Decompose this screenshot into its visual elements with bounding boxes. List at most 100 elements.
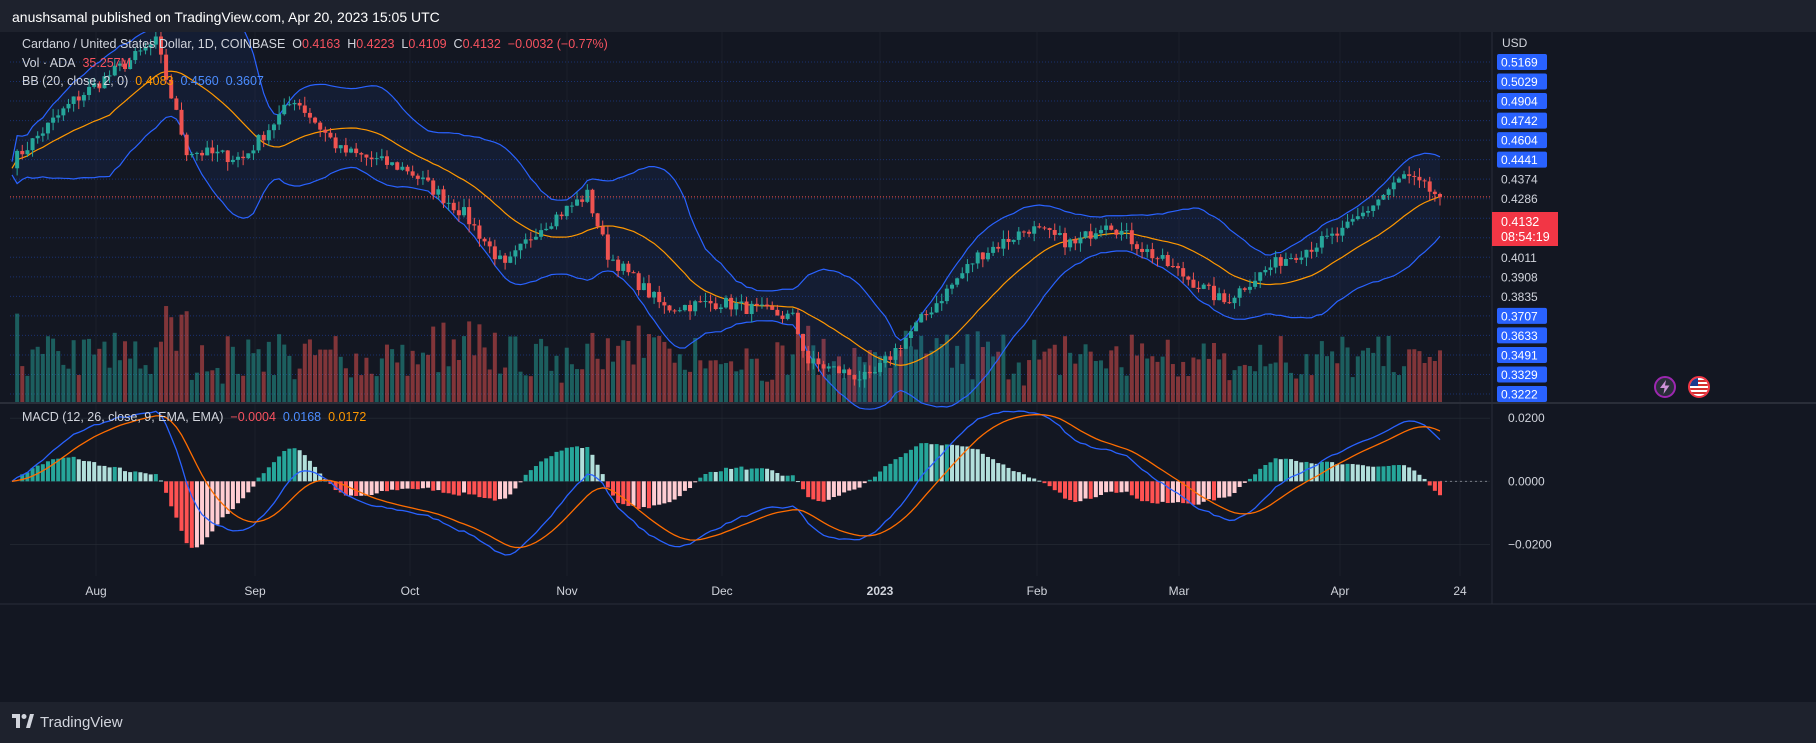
candle-body (667, 305, 672, 311)
volume-bar (950, 367, 955, 402)
volume-bar (76, 374, 81, 402)
bb-lower-line (11, 115, 1441, 410)
volume-bar (40, 353, 45, 402)
candle-body (1340, 227, 1345, 236)
volume-bar (1427, 356, 1432, 402)
volume-bar (698, 360, 703, 402)
candle-body (343, 145, 348, 153)
volume-bar (1211, 342, 1216, 402)
macd-hist-bar (662, 481, 667, 504)
candle-body (713, 303, 718, 310)
macd-hist-bar (503, 481, 508, 499)
candle-body (1294, 258, 1299, 260)
volume-bar (1314, 354, 1319, 402)
candle-body (15, 150, 20, 169)
candle-body (1042, 227, 1047, 229)
macd-hist-bar (1211, 481, 1216, 501)
candles (15, 28, 1442, 388)
volume-bar (169, 317, 174, 402)
volume-bar (641, 357, 646, 402)
volume-bar (277, 334, 282, 402)
candle-body (1016, 231, 1021, 240)
volume-bar (1396, 375, 1401, 402)
volume-bar (1309, 375, 1314, 402)
macd-hist-bar (1278, 459, 1283, 482)
candle-body (1109, 225, 1114, 230)
macd-hist-bar (996, 463, 1001, 482)
macd-hist-bar (775, 473, 780, 482)
volume-bar (266, 341, 271, 402)
candle-body (184, 134, 189, 156)
macd-hist-bar (1386, 465, 1391, 482)
volume-bar (734, 371, 739, 402)
candle-body (174, 98, 179, 110)
chart-area[interactable]: 0.5169 0.5029 0.4904 0.4742 0.4604 0.4441 0.43… (0, 0, 1816, 702)
volume-bar (297, 368, 302, 402)
macd-hist-bar (1057, 481, 1062, 493)
volume-bar (349, 377, 354, 402)
macd-hist-bar (980, 453, 985, 482)
candle-body (446, 202, 451, 204)
volume-bar (646, 334, 651, 402)
volume-bar (1438, 350, 1442, 402)
volume-bar (816, 374, 821, 402)
candle-body (287, 104, 292, 106)
candle-body (1304, 249, 1309, 258)
us-flag-icon[interactable] (1688, 376, 1710, 398)
macd-hist-bar (1309, 463, 1314, 482)
macd-hist-bar (164, 481, 169, 493)
candle-body (1047, 228, 1052, 231)
candle-body (1319, 236, 1324, 248)
bb-label: BB (20, close, 2, 0) (22, 74, 129, 88)
macd-hist-bar (1232, 481, 1237, 493)
candle-body (688, 304, 693, 312)
volume-bar (174, 350, 179, 402)
volume-label: Vol · ADA (22, 56, 76, 70)
volume-bar (328, 349, 333, 402)
candle-body (965, 264, 970, 274)
macd-hist-bar (1134, 481, 1139, 499)
candle-body (1314, 247, 1319, 252)
macd-hist-bar (585, 447, 590, 482)
volume-bar (1073, 363, 1078, 402)
volume-bar (410, 350, 415, 402)
candle-body (487, 241, 492, 247)
volume-bar (508, 336, 513, 402)
chart-canvas[interactable]: 0.5169 0.5029 0.4904 0.4742 0.4604 0.4441 0.43… (0, 0, 1816, 702)
price-tick-label: 0.4604 (1501, 134, 1538, 148)
candle-body (652, 291, 657, 298)
volume-bar (1083, 344, 1088, 402)
candle-body (102, 76, 107, 89)
volume-bar (533, 343, 538, 402)
change-value: −0.0032 (−0.77%) (507, 37, 608, 51)
candle-body (944, 288, 949, 302)
macd-hist-bar (117, 467, 122, 482)
high-label: H (347, 37, 357, 51)
macd-hist-bar (734, 467, 739, 482)
macd-hist-bar (893, 459, 898, 482)
macd-hist-bar (241, 481, 246, 499)
candle-body (20, 150, 25, 155)
macd-hist-bar (816, 481, 821, 502)
volume-bar (261, 371, 266, 402)
volume-bar (1206, 358, 1211, 402)
volume-bar (1237, 366, 1242, 402)
candle-body (1391, 182, 1396, 190)
brand-name: TradingView (40, 714, 123, 731)
macd-hist-bar (359, 481, 364, 496)
candle-body (914, 322, 919, 332)
lightning-icon[interactable] (1654, 376, 1676, 398)
candle-body (251, 150, 256, 154)
macd-hist-bar (1299, 462, 1304, 482)
volume-bar (1129, 334, 1134, 402)
volume-bar (631, 364, 636, 402)
time-label: Mar (1169, 584, 1190, 598)
candle-body (35, 135, 40, 139)
open-label: O (292, 37, 302, 51)
macd-hist-bar (934, 444, 939, 482)
candle-body (955, 278, 960, 285)
volume-bar (1057, 375, 1062, 402)
candle-body (580, 199, 585, 202)
candle-body (1006, 238, 1011, 242)
volume-bar (908, 346, 913, 402)
